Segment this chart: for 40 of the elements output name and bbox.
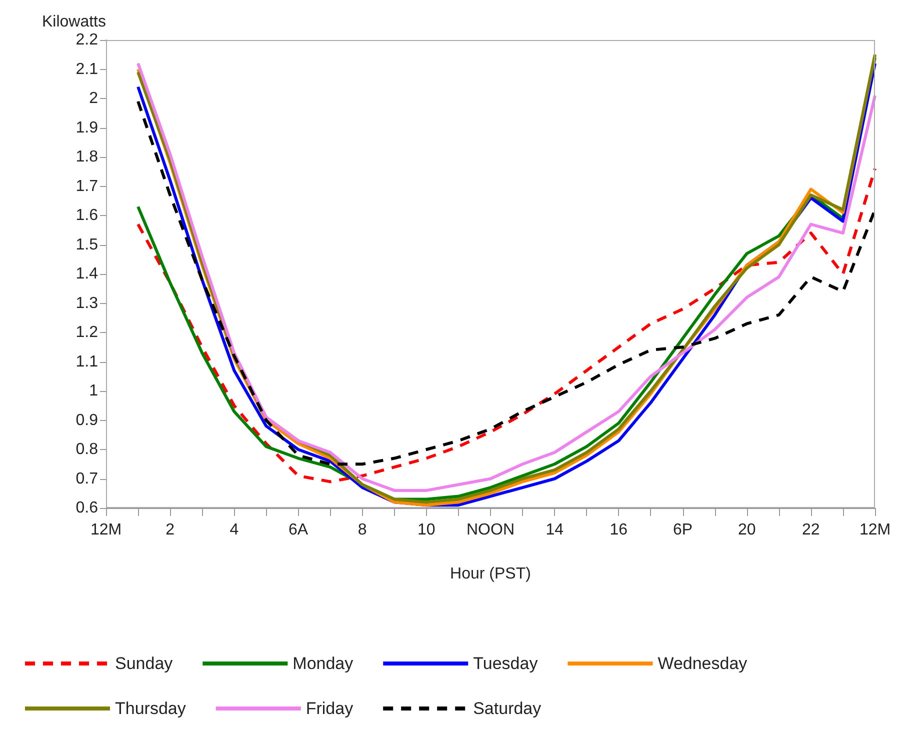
y-tick-label: 0.7 (76, 470, 98, 488)
legend-label: Wednesday (658, 654, 748, 673)
legend-label: Tuesday (473, 654, 538, 673)
legend-label: Sunday (115, 654, 174, 673)
y-tick-label: 0.6 (76, 500, 98, 516)
y-tick-label: 2.2 (76, 32, 98, 48)
x-tick-label: 12M (90, 522, 122, 538)
x-tick-label: 2 (166, 522, 175, 538)
x-tick-label: 6A (288, 522, 308, 538)
x-tick-label: NOON (466, 522, 514, 538)
x-tick-label: 16 (610, 522, 628, 538)
y-tick-label: 1.7 (76, 178, 98, 195)
x-tick-label: 20 (738, 522, 756, 538)
x-tick-label: 4 (230, 522, 239, 538)
y-tick-label: 1.2 (76, 324, 98, 341)
y-axis-title: Kilowatts (42, 14, 106, 30)
y-tick-label: 1 (89, 382, 98, 400)
y-tick-label: 0.9 (76, 412, 98, 429)
x-tick-label: 14 (546, 522, 564, 538)
y-tick-label: 2 (89, 90, 98, 107)
x-tick-label: 12M (859, 522, 891, 538)
x-tick-label: 6P (672, 522, 693, 538)
legend-label: Monday (292, 654, 354, 673)
y-tick-label: 1.4 (76, 266, 98, 282)
y-tick-label: 2.1 (76, 60, 98, 78)
line-series (136, 167, 876, 484)
y-tick-label: 1.8 (76, 148, 98, 166)
legend-label: Friday (306, 699, 354, 718)
legend-label: Saturday (473, 699, 542, 718)
legend-label: Thursday (115, 699, 186, 718)
y-tick-label: 1.5 (76, 236, 98, 254)
x-tick-label: 10 (418, 522, 436, 538)
y-tick-label: 1.6 (76, 207, 98, 224)
x-axis-title: Hour (PST) (450, 566, 531, 582)
y-tick-label: 1.3 (76, 294, 98, 312)
y-tick-label: 1.1 (76, 353, 98, 370)
x-tick-label: 22 (802, 522, 820, 538)
y-tick-label: 0.8 (76, 441, 98, 458)
x-tick-label: 8 (358, 522, 367, 538)
y-tick-label: 1.9 (76, 119, 98, 136)
